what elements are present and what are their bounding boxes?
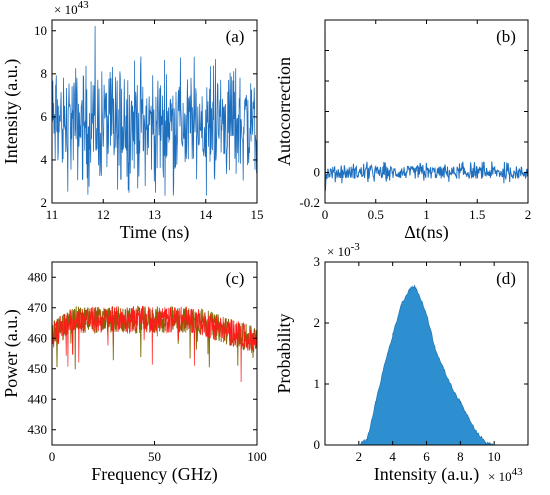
y-tick-label: 10	[34, 23, 47, 38]
panel-d: 2 4 6 8 10 0 1 2 3 Intensity (a.u.) Probability (d)…	[274, 241, 529, 485]
multiplier-exponent: -3	[351, 241, 361, 253]
x-tick-label: 15	[251, 207, 264, 222]
x-axis-label: Time (ns)	[120, 222, 190, 243]
x-tick-label: 50	[148, 449, 161, 464]
x-tick-label: 12	[97, 207, 110, 222]
y-tick-label: 0	[314, 165, 321, 180]
y-axis-label: Power (a.u.)	[1, 309, 22, 397]
x-tick-label: 100	[247, 449, 267, 464]
y-multiplier: × 1043	[54, 0, 89, 17]
x-tick-label: 4	[389, 449, 396, 464]
y-tick-label: 430	[28, 422, 48, 437]
y-axis-label: Autocorrection	[274, 57, 294, 166]
x-tick-label: 8	[457, 449, 464, 464]
probability-distribution-area	[358, 284, 495, 445]
x-tick-label: 13	[148, 207, 161, 222]
y-tick-label: 6	[41, 109, 48, 124]
y-tick-label: 450	[28, 361, 48, 376]
y-tick-label: 2	[314, 315, 321, 330]
x-multiplier: × 1043	[488, 466, 523, 484]
x-tick-label: 6	[423, 449, 430, 464]
x-tick-label: 0.5	[368, 207, 384, 222]
x-axis-label: Frequency (GHz)	[91, 464, 217, 485]
intensity-trace	[52, 25, 257, 196]
y-tick-label: -0.2	[299, 195, 320, 210]
multiplier-base: × 10	[488, 469, 512, 484]
plot-frame	[51, 261, 258, 446]
x-axis-label: Intensity (a.u.)	[374, 464, 479, 485]
y-tick-label: 1	[314, 376, 321, 391]
x-tick-label: 1.5	[469, 207, 485, 222]
x-tick-label: 14	[199, 207, 213, 222]
panel-letter: (b)	[496, 27, 516, 46]
y-axis-label: Intensity (a.u.)	[1, 59, 22, 164]
multiplier-base: × 10	[54, 2, 78, 17]
panel-letter: (c)	[226, 269, 245, 288]
x-axis-label: Δt(ns)	[404, 222, 449, 243]
panel-c: 0 50 100 430 440 450 460 470 480 Frequency (GHz) P…	[1, 261, 267, 485]
autocorrelation-trace	[325, 20, 528, 191]
multiplier-exponent: 43	[78, 0, 90, 11]
panel-a: 11 12 13 14 15 2 4 6 8 10 Time (ns) Intensity (a.u.…	[1, 0, 264, 243]
y-tick-label: 440	[28, 391, 48, 406]
x-tick-label: 0	[322, 207, 329, 222]
y-tick-label: 0	[314, 437, 321, 452]
panel-letter: (d)	[496, 269, 516, 288]
y-tick-label: 460	[28, 330, 48, 345]
power-spectrum-trace-red	[52, 305, 257, 383]
multiplier-exponent: 43	[512, 466, 524, 478]
y-tick-label: 4	[41, 152, 48, 167]
y-multiplier: × 10-3	[327, 241, 360, 259]
y-tick-label: 8	[41, 66, 48, 81]
x-tick-label: 2	[356, 449, 363, 464]
y-tick-label: 2	[41, 195, 48, 210]
y-axis-label: Probability	[274, 314, 294, 394]
y-tick-label: 480	[28, 269, 48, 284]
multiplier-base: × 10	[327, 244, 351, 259]
x-tick-label: 10	[488, 449, 501, 464]
x-tick-label: 0	[49, 449, 56, 464]
x-tick-label: 11	[46, 207, 59, 222]
y-tick-label: 3	[314, 254, 321, 269]
panel-letter: (a)	[226, 27, 245, 46]
x-tick-label: 2	[525, 207, 532, 222]
y-tick-label: 470	[28, 300, 48, 315]
x-tick-label: 1	[423, 207, 430, 222]
